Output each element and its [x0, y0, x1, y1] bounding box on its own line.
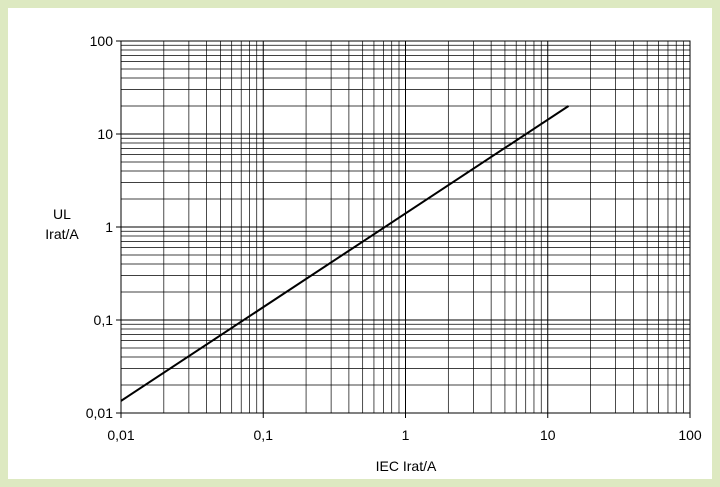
y-axis-label-line2: Irat/A — [45, 226, 79, 242]
y-axis-label-line1: UL — [53, 206, 71, 222]
x-tick-label: 0,01 — [107, 427, 134, 443]
chart-panel: 0,01 0,1 1 10 100 0,01 0,1 1 10 100 IEC Irat/A U… — [8, 8, 712, 479]
x-tick-label: 1 — [402, 427, 410, 443]
y-tick-label: 10 — [97, 126, 113, 142]
x-axis-label: IEC Irat/A — [376, 458, 437, 474]
series-group — [120, 105, 570, 402]
y-tick-label: 1 — [105, 219, 113, 235]
x-tick-label: 10 — [540, 427, 556, 443]
grid-lines — [116, 40, 691, 418]
x-tick-label: 0,1 — [254, 427, 274, 443]
y-tick-label: 100 — [90, 33, 114, 49]
series-line-0 — [120, 105, 570, 402]
plot-frame — [120, 40, 691, 414]
y-tick-label: 0,01 — [86, 405, 113, 421]
x-tick-label: 100 — [678, 427, 702, 443]
x-tick-labels: 0,01 0,1 1 10 100 — [107, 427, 702, 443]
log-log-chart: 0,01 0,1 1 10 100 0,01 0,1 1 10 100 IEC Irat/A U… — [45, 33, 702, 474]
y-tick-labels: 0,01 0,1 1 10 100 — [86, 33, 113, 421]
y-tick-label: 0,1 — [94, 312, 114, 328]
